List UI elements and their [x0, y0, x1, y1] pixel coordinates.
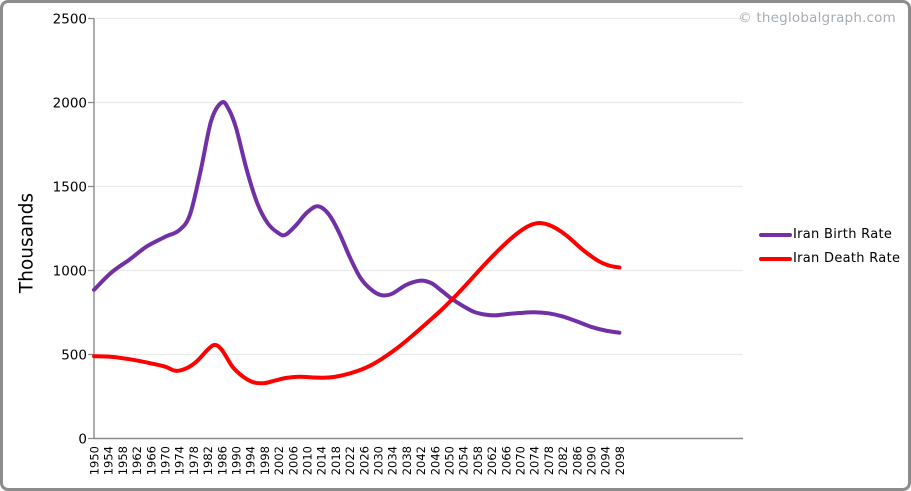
- y-axis-tick-label: 1000: [53, 263, 87, 279]
- y-axis-tick-label: 2000: [53, 95, 87, 111]
- x-axis-tick-label: 1982: [201, 446, 215, 475]
- x-axis-tick-label: 2046: [428, 446, 442, 475]
- x-axis-tick-label: 2082: [556, 446, 570, 475]
- y-axis-tick-label: 0: [78, 431, 87, 447]
- x-axis-tick-label: 2022: [343, 446, 357, 475]
- x-axis-tick-label: 2026: [357, 446, 371, 475]
- birth-rate-line-swatch: [759, 232, 792, 237]
- x-axis-tick-label: 2030: [372, 446, 386, 475]
- x-axis-tick-label: 1974: [173, 446, 187, 475]
- legend: Iran Birth Rate Iran Death Rate: [759, 227, 900, 266]
- x-axis-tick-label: 1954: [102, 446, 116, 475]
- watermark-link[interactable]: © theglobalgraph.com: [738, 10, 896, 26]
- x-axis-tick-label: 2090: [585, 446, 599, 475]
- x-axis-tick-label: 1966: [144, 446, 158, 475]
- x-axis-tick-label: 1962: [130, 446, 144, 475]
- legend-item-death-rate: Iran Death Rate: [759, 251, 900, 266]
- x-axis-tick-label: 2074: [528, 446, 542, 475]
- chart-canvas: 0 500 1000 1500 2000 2500 1950 1954 1958 1962 196…: [53, 11, 743, 475]
- legend-label-death-rate: Iran Death Rate: [793, 251, 901, 266]
- x-axis-tick-label: 2054: [457, 446, 471, 475]
- x-axis-tick-label: 1990: [230, 446, 244, 475]
- x-axis-labels: 1950 1954 1958 1962 1966 1970 1974 1978 1982 1986…: [88, 446, 627, 475]
- x-axis-tick-label: 2086: [570, 446, 584, 475]
- x-axis-tick-label: 2034: [386, 446, 400, 475]
- x-axis-tick-label: 1994: [244, 446, 258, 475]
- series-lines: [92, 100, 622, 386]
- x-axis-tick-label: 1958: [116, 446, 130, 475]
- x-axis-tick-label: 2038: [400, 446, 414, 475]
- x-axis-tick-label: 1950: [88, 446, 102, 475]
- x-axis-tick-label: 2078: [542, 446, 556, 475]
- x-axis-tick-label: 2042: [414, 446, 428, 475]
- x-axis-tick-label: 2006: [286, 446, 300, 475]
- x-axis-tick-label: 1970: [159, 446, 173, 475]
- legend-label-birth-rate: Iran Birth Rate: [793, 227, 893, 242]
- y-axis-labels: 0 500 1000 1500 2000 2500: [53, 11, 87, 447]
- x-axis-tick-label: 2066: [499, 446, 513, 475]
- y-axis-title: Thousands: [16, 192, 38, 294]
- x-axis-tick-label: 1986: [215, 446, 229, 475]
- x-axis-tick-label: 2010: [301, 446, 315, 475]
- death-rate-line: [92, 221, 622, 386]
- x-axis-tick-label: 2062: [485, 446, 499, 475]
- x-axis-tick-label: 2094: [599, 446, 613, 475]
- axes: [88, 17, 743, 440]
- x-axis-tick-label: 2098: [613, 446, 627, 475]
- x-axis-tick-label: 2070: [514, 446, 528, 475]
- x-axis-tick-label: 2002: [272, 446, 286, 475]
- y-axis-tick-label: 2500: [53, 11, 87, 27]
- gridlines: [94, 17, 743, 356]
- x-axis-tick-label: 2058: [471, 446, 485, 475]
- y-axis-tick-label: 1500: [53, 179, 87, 195]
- x-axis-tick-label: 2050: [443, 446, 457, 475]
- legend-item-birth-rate: Iran Birth Rate: [759, 227, 900, 242]
- x-axis-tick-label: 2018: [329, 446, 343, 475]
- birth-rate-line: [92, 100, 622, 335]
- y-axis-tick-label: 500: [61, 347, 87, 363]
- x-axis-tick-label: 2014: [315, 446, 329, 475]
- x-axis-tick-label: 1978: [187, 446, 201, 475]
- x-axis-tick-label: 1998: [258, 446, 272, 475]
- death-rate-line-swatch: [759, 256, 792, 261]
